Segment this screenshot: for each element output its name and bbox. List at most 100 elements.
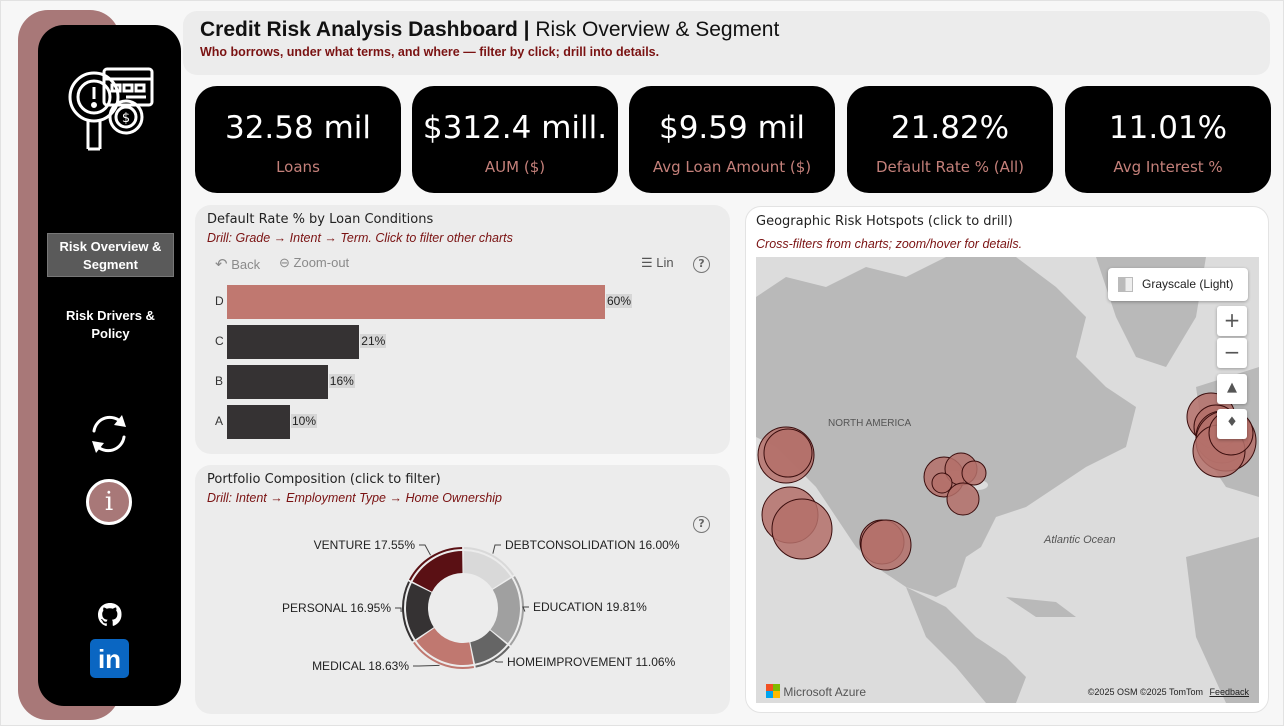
donut-slice-homeimprovement[interactable] xyxy=(470,630,507,664)
sidebar: $ Risk Overview & Segment Risk Drivers &… xyxy=(38,25,181,706)
donut-slice-outline xyxy=(408,547,463,581)
map-style-button[interactable]: Grayscale (Light) xyxy=(1108,268,1248,301)
donut-slice-personal[interactable] xyxy=(406,583,434,640)
bar-row: D 60% xyxy=(215,285,655,319)
kpi-value: 21.82% xyxy=(890,110,1010,146)
donut-slice-label: HOMEIMPROVEMENT 11.06% xyxy=(507,655,676,669)
zoom-out-map-button[interactable]: − xyxy=(1217,338,1247,368)
bar-category-label: B xyxy=(215,374,224,388)
kpi-value: 11.01% xyxy=(1108,110,1228,146)
page-header: Credit Risk Analysis Dashboard | Risk Ov… xyxy=(183,11,1270,75)
default-rate-panel: Default Rate % by Loan Conditions Drill:… xyxy=(195,205,730,454)
risk-hotspot-bubble[interactable] xyxy=(946,482,980,516)
donut-leader-line xyxy=(522,606,529,612)
kpi-card-avg-interest: 11.01% Avg Interest % xyxy=(1065,86,1271,193)
info-icon[interactable]: i xyxy=(86,479,132,525)
bar-row: C 21% xyxy=(215,325,655,359)
donut-slice-education[interactable] xyxy=(490,578,520,644)
help-icon[interactable]: ? xyxy=(693,256,710,273)
donut-slice-outline xyxy=(509,576,524,646)
bar-b[interactable] xyxy=(227,365,328,399)
bar-a[interactable] xyxy=(227,405,290,439)
donut-leader-line xyxy=(395,607,402,613)
back-arrow-icon: ↶ xyxy=(215,256,228,273)
microsoft-logo-icon xyxy=(766,684,780,698)
map-attribution: ©2025 OSM ©2025 TomTom Feedback xyxy=(1087,687,1249,697)
kpi-label: Avg Interest % xyxy=(1113,158,1223,176)
risk-hotspot-bubble[interactable] xyxy=(771,498,833,560)
panel-subtitle: Drill: Intent → Employment Type → Home O… xyxy=(207,491,503,505)
bar-value-label: 21% xyxy=(360,334,387,348)
svg-text:$: $ xyxy=(122,111,130,126)
kpi-value: $9.59 mil xyxy=(658,110,806,146)
bar-c[interactable] xyxy=(227,325,360,359)
donut-chart: DEBTCONSOLIDATION 16.00% EDUCATION 19.81%… xyxy=(282,538,680,673)
kpi-label: Avg Loan Amount ($) xyxy=(652,158,812,176)
github-icon[interactable] xyxy=(96,601,124,629)
donut-slice-medical[interactable] xyxy=(416,628,474,665)
page-title: Credit Risk Analysis Dashboard | Risk Ov… xyxy=(200,18,780,41)
risk-hotspot-bubble[interactable] xyxy=(931,472,953,494)
refresh-icon[interactable] xyxy=(86,411,132,457)
donut-slice-outline xyxy=(413,641,475,669)
panel-subtitle: Drill: Grade → Intent → Term. Click to f… xyxy=(207,231,513,245)
map-land xyxy=(756,257,1259,703)
list-icon: ☰ xyxy=(641,255,653,270)
donut-slice-outline xyxy=(402,581,414,642)
kpi-label: AUM ($) xyxy=(484,158,546,176)
map-brand: Microsoft Azure xyxy=(766,684,866,699)
help-icon[interactable]: ? xyxy=(693,516,710,533)
back-button[interactable]: ↶ Back xyxy=(215,256,261,273)
kpi-label: Default Rate % (All) xyxy=(875,158,1025,176)
panel-title: Portfolio Composition (click to filter) xyxy=(207,472,441,487)
zoom-out-icon: ⊖ xyxy=(279,255,290,270)
risk-analysis-logo-icon: $ xyxy=(68,67,154,151)
map-style-icon xyxy=(1118,277,1133,292)
linkedin-icon[interactable]: in xyxy=(90,639,129,678)
risk-hotspot-bubble[interactable] xyxy=(763,428,813,478)
map-ocean-label: Atlantic Ocean xyxy=(1044,534,1116,546)
zoom-in-button[interactable]: + xyxy=(1217,306,1247,336)
portfolio-composition-panel: Portfolio Composition (click to filter) … xyxy=(195,465,730,714)
risk-hotspot-bubble[interactable] xyxy=(961,460,987,486)
kpi-value: 32.58 mil xyxy=(224,110,372,146)
donut-slice-label: MEDICAL 18.63% xyxy=(312,659,409,673)
kpi-label: Loans xyxy=(276,158,320,176)
donut-slice-label: VENTURE 17.55% xyxy=(314,538,416,552)
bar-value-label: 10% xyxy=(291,414,318,428)
panel-title: Geographic Risk Hotspots (click to drill… xyxy=(756,214,1013,229)
donut-leader-line xyxy=(492,544,501,554)
bar-row: A 10% xyxy=(215,405,655,439)
bar-value-label: 16% xyxy=(328,374,355,388)
donut-slice-label: DEBTCONSOLIDATION 16.00% xyxy=(505,538,680,552)
donut-slice-label: EDUCATION 19.81% xyxy=(533,600,647,614)
donut-slice-outline xyxy=(463,547,515,576)
feedback-link[interactable]: Feedback xyxy=(1209,687,1249,697)
donut-slice-debtconsolidation[interactable] xyxy=(463,551,511,589)
tilt-icon[interactable]: ▲ xyxy=(1217,374,1247,404)
scale-toggle-button[interactable]: ☰ Lin xyxy=(641,255,674,270)
kpi-card-avg-loan: $9.59 mil Avg Loan Amount ($) xyxy=(629,86,835,193)
donut-slice-venture[interactable] xyxy=(412,551,463,592)
nav-risk-overview[interactable]: Risk Overview & Segment xyxy=(47,233,174,277)
risk-bubbles xyxy=(757,392,1257,571)
bar-row: B 16% xyxy=(215,365,655,399)
bar-category-label: C xyxy=(215,334,224,348)
panel-title: Default Rate % by Loan Conditions xyxy=(207,212,434,227)
panel-subtitle: Cross-filters from charts; zoom/hover fo… xyxy=(756,237,1023,251)
donut-slice-outline xyxy=(475,645,510,668)
nav-risk-drivers[interactable]: Risk Drivers & Policy xyxy=(66,308,155,341)
bar-d[interactable] xyxy=(227,285,605,319)
bar-category-label: A xyxy=(215,414,224,428)
kpi-card-default-rate: 21.82% Default Rate % (All) xyxy=(847,86,1053,193)
kpi-card-loans: 32.58 mil Loans xyxy=(195,86,401,193)
compass-icon[interactable]: ♦ xyxy=(1217,409,1247,439)
geo-risk-panel: Geographic Risk Hotspots (click to drill… xyxy=(745,206,1269,713)
kpi-card-aum: $312.4 mill. AUM ($) xyxy=(412,86,618,193)
risk-hotspot-bubble[interactable] xyxy=(860,519,912,571)
map-canvas[interactable]: NORTH AMERICA Atlantic Ocean Grayscale (… xyxy=(756,257,1259,703)
zoom-out-button[interactable]: ⊖ Zoom-out xyxy=(279,255,350,270)
kpi-value: $312.4 mill. xyxy=(422,110,608,146)
donut-leader-line xyxy=(494,660,503,663)
